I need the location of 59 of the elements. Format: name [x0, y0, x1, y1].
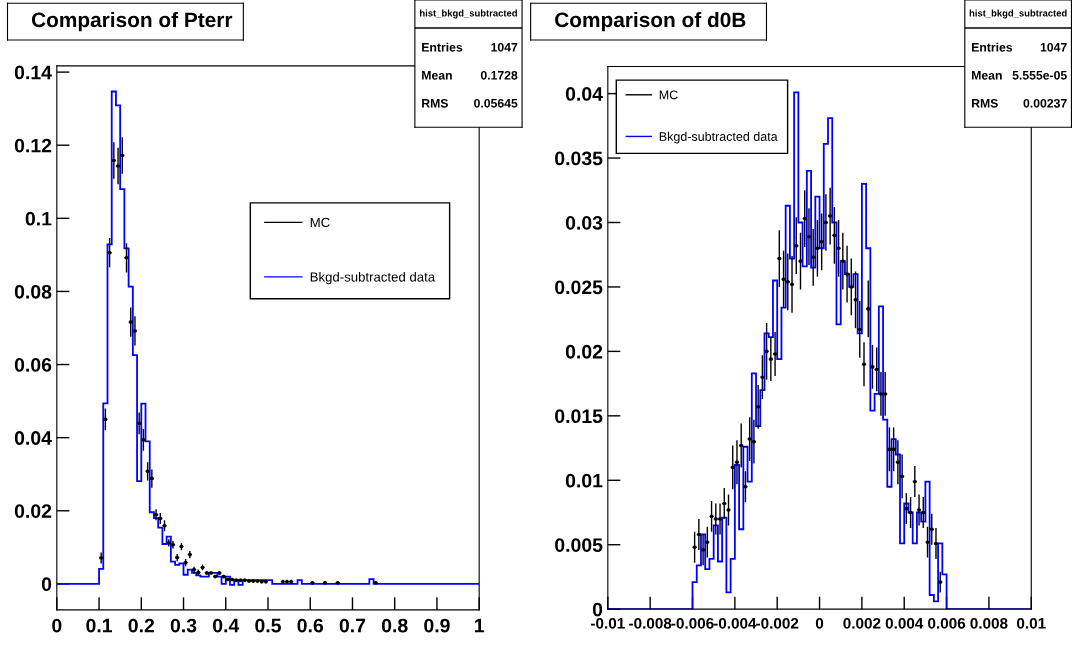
x-tick-label: 0.7: [339, 618, 366, 633]
x-tick-label: 0.9: [424, 618, 450, 633]
chart-title: Comparison of Pterr: [31, 11, 233, 32]
legend-label: Bkgd-subtracted data: [659, 131, 778, 144]
annotation: Mean: [422, 71, 452, 80]
x-tick-label: -0.002: [756, 617, 799, 629]
x-tick-label: 0.8: [381, 618, 408, 633]
x-tick-label: 0.6: [297, 618, 324, 633]
y-tick-label: 0.04: [14, 431, 52, 445]
y-tick-label: 0.005: [555, 538, 603, 552]
y-tick-label: 0.025: [555, 280, 603, 295]
y-tick-label: 0: [41, 577, 52, 592]
y-tick-label: 0.14: [14, 65, 52, 80]
y-tick-label: 0.03: [565, 215, 603, 230]
chart-title: Comparison of d0B: [555, 11, 746, 32]
y-tick-label: 0.02: [14, 504, 52, 518]
x-tick-label: 0.1: [86, 618, 113, 633]
y-tick-label: 0.08: [14, 284, 52, 299]
text: 1047: [491, 42, 518, 52]
x-tick-label: 0.006: [928, 617, 966, 629]
y-tick-label: 0.01: [565, 473, 603, 488]
x-tick-label: 0.004: [885, 617, 924, 629]
legend-label: MC: [310, 217, 330, 228]
annotation: RMS: [422, 98, 448, 108]
text: 0.1728: [480, 70, 518, 80]
y-tick-label: 0.06: [14, 358, 52, 372]
legend-label: Bkgd-subtracted data: [310, 271, 436, 285]
text: 1047: [1040, 42, 1067, 52]
x-tick-label: 0.5: [255, 618, 281, 633]
x-tick-label: -0.008: [629, 617, 672, 629]
y-tick-label: 0.04: [565, 87, 603, 101]
x-tick-label: 0.3: [170, 618, 197, 633]
x-tick-label: -0.01: [591, 617, 625, 629]
x-tick-label: 0.002: [843, 617, 881, 629]
x-tick-label: 0.008: [970, 617, 1008, 629]
y-tick-label: 0: [592, 602, 603, 617]
y-tick-label: 0.02: [565, 344, 603, 359]
x-tick-label: -0.006: [671, 617, 714, 629]
text: hist_bkgd_subtracted: [969, 9, 1067, 19]
x-tick-label: 0.2: [128, 618, 155, 633]
text: hist_bkgd_subtracted: [420, 9, 517, 19]
annotation: Mean: [972, 71, 1002, 80]
text: Entries: [972, 42, 1013, 52]
x-tick-label: 0.01: [1017, 617, 1046, 629]
y-tick-label: 0.035: [555, 151, 603, 166]
x-tick-label: 0: [815, 617, 824, 629]
annotation: 0.05645: [474, 98, 518, 108]
x-tick-label: 1: [475, 618, 485, 633]
text: Entries: [422, 42, 463, 52]
annotation: 0.00237: [1023, 98, 1067, 108]
x-tick-label: 0.4: [213, 618, 240, 633]
x-tick-label: 0: [52, 618, 62, 633]
y-tick-label: 0.015: [555, 409, 603, 424]
y-tick-label: 0.12: [14, 138, 52, 153]
annotation: 5.555e-05: [1012, 70, 1067, 80]
legend-label: MC: [659, 90, 678, 100]
y-tick-label: 0.1: [25, 211, 52, 226]
annotation: RMS: [972, 98, 998, 108]
x-tick-label: -0.004: [713, 617, 757, 629]
